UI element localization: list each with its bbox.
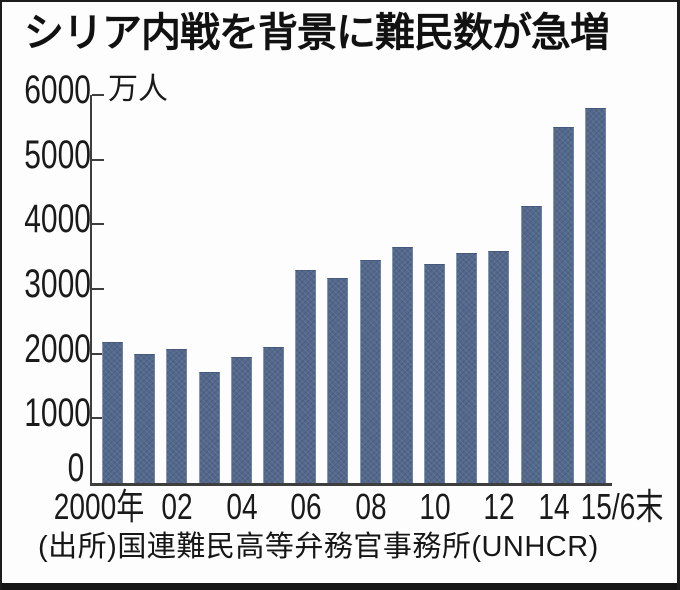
x-tick-label-text: 12 (483, 486, 515, 527)
y-tick-label-text: 1000 (24, 391, 91, 435)
x-tick-label-text: 14 (538, 486, 570, 527)
y-tick-mark (92, 159, 104, 161)
x-tick-label-text: 2000年 (53, 486, 145, 527)
x-tick-label-text: 08 (355, 486, 387, 527)
x-tick-label-text: 15/6末 (580, 486, 664, 527)
bar-09 (392, 247, 413, 483)
y-tick-mark (92, 223, 104, 225)
y-tick-label-text: 5000 (24, 133, 91, 177)
bar-06 (295, 270, 316, 483)
y-tick-label-text: 4000 (24, 197, 91, 241)
y-axis-line (90, 95, 92, 486)
bottom-border-strip (2, 583, 677, 590)
x-axis-line (90, 483, 612, 486)
y-tick-label-text: 6000 (24, 68, 91, 112)
y-tick-label: 1000 (2, 393, 91, 433)
bar-04 (231, 357, 252, 483)
bar-08 (360, 260, 381, 483)
x-tick-label-text: 06 (290, 486, 322, 527)
bar-01 (134, 354, 155, 483)
source-note: (出所)国連難民高等弁務官事務所(UNHCR) (38, 531, 599, 563)
bar-10 (424, 264, 445, 483)
x-tick-label: 10 (365, 489, 505, 525)
y-tick-label: 3000 (2, 264, 91, 304)
y-tick-mark (92, 417, 104, 419)
x-tick-label-text: 04 (226, 486, 258, 527)
x-tick-label: 04 (172, 489, 312, 525)
x-tick-label: 08 (301, 489, 441, 525)
bar-03 (199, 372, 220, 483)
y-tick-label: 0 (2, 448, 84, 488)
bar-13 (521, 206, 542, 483)
y-tick-label-text: 3000 (24, 262, 91, 306)
chart-title: シリア内戦を背景に難民数が急増 (24, 11, 610, 55)
x-tick-label: 02 (107, 489, 247, 525)
x-tick-label: 06 (236, 489, 376, 525)
y-tick-mark (92, 353, 104, 355)
x-tick-label: 12 (429, 489, 569, 525)
bar-2000 (102, 342, 123, 483)
y-tick-label-text: 0 (67, 446, 84, 490)
x-tick-label-text: 02 (161, 486, 193, 527)
x-tick-label: 14 (484, 489, 624, 525)
y-tick-mark (92, 94, 104, 96)
y-tick-mark (92, 288, 104, 290)
bar-12 (488, 251, 509, 483)
bar-02 (166, 349, 187, 483)
bar-11 (456, 253, 477, 483)
x-tick-label: 15/6末 (552, 486, 677, 527)
y-axis-unit-label: 万人 (108, 73, 168, 106)
y-tick-label: 4000 (2, 199, 91, 239)
bar-07 (327, 278, 348, 483)
x-tick-label-text: 10 (419, 486, 451, 527)
y-tick-label-text: 2000 (24, 327, 91, 371)
bar-14 (553, 127, 574, 483)
x-tick-label: 2000年 (29, 489, 169, 525)
y-tick-label: 2000 (2, 329, 91, 369)
bar-05 (263, 347, 284, 483)
bar-15/6末 (585, 108, 606, 483)
y-tick-label: 6000 (2, 70, 91, 110)
y-tick-label: 5000 (2, 135, 91, 175)
